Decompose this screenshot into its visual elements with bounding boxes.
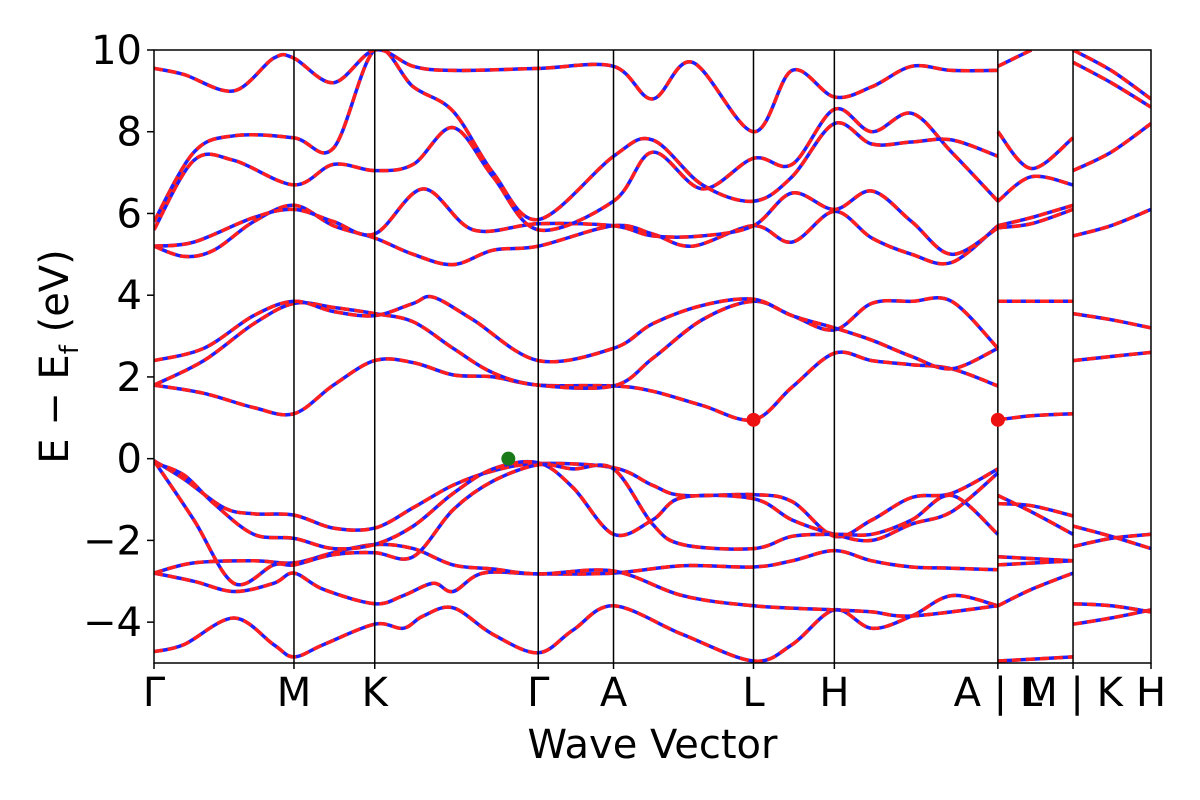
band-1-reference-line: [154, 548, 998, 606]
band-7-reference-line: [154, 296, 1000, 390]
band-8-overlay-line: [154, 294, 999, 371]
band-27-reference-line: [1072, 608, 1151, 626]
band-33-overlay-line: [1072, 207, 1151, 238]
band-15-overlay-line: [997, 571, 1074, 608]
x-axis-title: Wave Vector: [528, 722, 779, 768]
band-31-reference-line: [1072, 350, 1151, 363]
band-5-overlay-line: [154, 459, 1000, 587]
high-symmetry-lines: [293, 50, 1074, 663]
band-11-reference-line: [154, 106, 1000, 233]
band-23-overlay-line: [997, 203, 1074, 228]
band-4-overlay-line: [154, 459, 1000, 551]
band-32-overlay-line: [1072, 311, 1151, 330]
x-tick-label-5: L: [742, 670, 765, 716]
x-tick-label-0: Γ: [143, 670, 166, 716]
x-tick-label-4: A: [600, 670, 628, 716]
x-tick-label-6: H: [819, 670, 849, 716]
band-36-overlay-line: [1072, 50, 1151, 101]
x-tick-label-2: K: [362, 670, 390, 716]
band-28-reference-line: [1072, 601, 1151, 614]
y-tick-label-6: 8: [117, 110, 142, 156]
band-3-reference-line: [154, 459, 999, 539]
x-tick-label-1: M: [277, 670, 312, 716]
band-6-reference-line: [154, 350, 999, 423]
x-ticks: Γ M K Γ A L H A | LM | K H: [143, 663, 1166, 716]
band-33-reference-line: [1072, 207, 1151, 238]
band-29-overlay-line: [1072, 532, 1151, 549]
band-32-reference-line: [1072, 311, 1151, 330]
band-3-overlay-line: [154, 459, 999, 539]
band-lines: [154, 50, 1151, 663]
band-18-overlay-line: [997, 501, 1074, 518]
band-15-reference-line: [997, 571, 1074, 608]
y-tick-label-0: −4: [83, 600, 142, 646]
x-tick-label-9: H: [1136, 670, 1166, 716]
x-tick-label-7: A | L: [954, 670, 1043, 716]
band-7-overlay-line: [154, 296, 1000, 390]
y-tick-label-7: 10: [91, 28, 142, 74]
band-35-overlay-line: [1072, 60, 1151, 109]
x-tick-label-8: M | K: [1023, 670, 1124, 716]
band-22-overlay-line: [997, 207, 1074, 230]
band-20-overlay-line: [997, 411, 1074, 422]
band-edge-marker-1: [746, 412, 761, 427]
band-31-overlay-line: [1072, 350, 1151, 363]
x-tick-label-3: Γ: [527, 670, 550, 716]
y-axis-title-subscript: f: [55, 344, 85, 354]
band-26-overlay-line: [997, 50, 1033, 68]
band-1-overlay-line: [154, 548, 998, 606]
band-25-overlay-line: [996, 130, 1075, 171]
band-edge-markers: [501, 412, 1005, 466]
y-tick-label-3: 2: [117, 355, 142, 401]
band-2-reference-line: [154, 542, 999, 618]
band-30-overlay-line: [1072, 524, 1151, 551]
y-tick-label-4: 4: [117, 273, 142, 319]
band-34-overlay-line: [1072, 122, 1151, 173]
band-12-overlay-line: [154, 50, 999, 223]
y-axis-title: E − Ef (eV): [32, 249, 85, 464]
y-ticks: −4 −2 0 2 4 6 8 10: [83, 28, 154, 646]
band-19-overlay-line: [997, 493, 1074, 536]
band-edge-marker-2: [990, 412, 1005, 427]
plot-frame: [153, 49, 1152, 664]
band-14-overlay-line: [997, 655, 1074, 663]
band-edge-marker-0: [501, 451, 516, 466]
band-17-overlay-line: [997, 554, 1074, 563]
band-24-overlay-line: [996, 174, 1074, 203]
band-13-overlay-line: [154, 50, 998, 134]
y-axis-title-main: E − E: [32, 354, 78, 464]
band-5-reference-line: [154, 459, 1000, 587]
band-22-reference-line: [997, 207, 1074, 230]
y-tick-label-5: 6: [117, 191, 142, 237]
y-tick-label-1: −2: [83, 518, 142, 564]
band-28-overlay-line: [1072, 601, 1151, 614]
band-13-reference-line: [154, 50, 998, 134]
band-9-overlay-line: [154, 203, 1000, 267]
band-6-overlay-line: [154, 350, 999, 423]
band-11-overlay-line: [154, 106, 1000, 233]
y-axis-title-unit: (eV): [32, 249, 78, 345]
band-0-overlay-line: [154, 593, 999, 663]
y-tick-label-2: 0: [117, 437, 142, 483]
